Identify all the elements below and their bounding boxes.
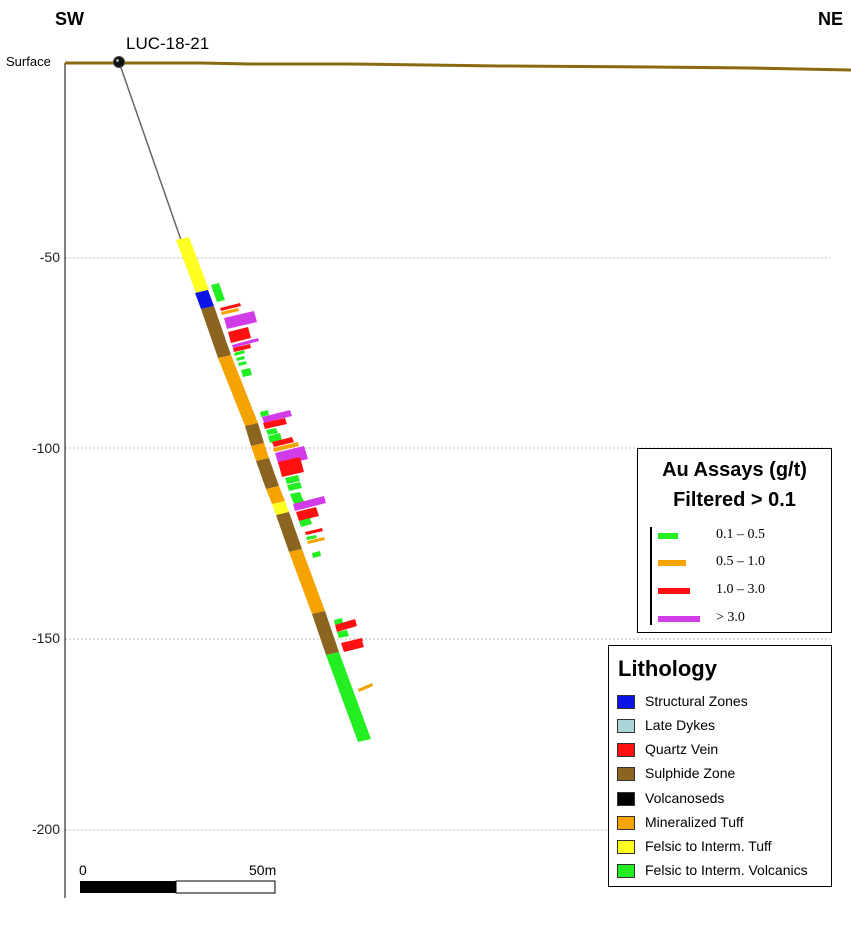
depth-tick-200: -200 bbox=[31, 821, 60, 837]
scale-end-label: 50m bbox=[249, 862, 277, 878]
assay-bar-low bbox=[285, 475, 300, 484]
lithology-legend-item: Felsic to Interm. Volcanics bbox=[617, 862, 827, 882]
lith-segment-felsic-tuff bbox=[272, 501, 289, 515]
lith-swatch-sulphide bbox=[617, 767, 635, 781]
compass-ne-label: NE bbox=[818, 9, 844, 29]
lithology-legend: Lithology Structural Zones Late Dykes Qu… bbox=[608, 645, 832, 887]
lithology-legend-item: Mineralized Tuff bbox=[617, 814, 827, 834]
lith-segment-sulphide-zone bbox=[201, 306, 231, 358]
drill-collar-point bbox=[113, 56, 125, 68]
assay-bar-low bbox=[306, 535, 317, 540]
assay-bar-low bbox=[238, 361, 247, 366]
lithology-legend-item: Volcanoseds bbox=[617, 790, 827, 810]
surface-label: Surface bbox=[6, 54, 51, 69]
assay-bar-very-high bbox=[293, 496, 326, 511]
lith-swatch-structural bbox=[617, 695, 635, 709]
assay-legend-title-line1: Au Assays (g/t) bbox=[662, 459, 807, 481]
assay-bar-very-high bbox=[224, 311, 257, 329]
assay-bar-mid bbox=[307, 537, 325, 544]
assay-swatch-very-high bbox=[658, 616, 700, 622]
assay-bar-mid bbox=[358, 683, 373, 692]
scale-bar-black bbox=[80, 881, 176, 893]
lith-swatch-quartz bbox=[617, 743, 635, 757]
assay-legend-item: > 3.0 bbox=[638, 610, 831, 630]
assay-bar-high bbox=[342, 641, 364, 652]
assay-bar-very-high bbox=[262, 410, 292, 423]
lithology-legend-item: Late Dykes bbox=[617, 717, 827, 737]
assay-bar-high bbox=[233, 344, 251, 352]
assay-bar-high bbox=[335, 619, 357, 632]
assay-bars bbox=[211, 283, 373, 692]
drill-hole-label: LUC-18-21 bbox=[126, 34, 210, 53]
lithology-column bbox=[176, 237, 371, 742]
assay-bar-low bbox=[337, 630, 349, 638]
assay-bar-low bbox=[266, 428, 278, 435]
lith-segment-mineralized-tuff bbox=[251, 443, 269, 461]
scale-bar-white bbox=[175, 880, 276, 894]
compass-sw-label: SW bbox=[55, 9, 84, 29]
lith-swatch-volcanoseds bbox=[617, 792, 635, 806]
lith-segment-mineralized-tuff bbox=[218, 355, 258, 426]
assay-bar-mid bbox=[273, 442, 299, 452]
assay-bar-high bbox=[296, 507, 319, 521]
assay-bar-high bbox=[228, 327, 251, 343]
assay-bar-very-high bbox=[232, 338, 259, 348]
assay-bar-low bbox=[241, 368, 252, 377]
assay-bar-low bbox=[236, 356, 245, 361]
assay-bar-low bbox=[260, 410, 269, 417]
assay-swatch-high bbox=[658, 588, 690, 594]
assay-legend: Au Assays (g/t) Filtered > 0.1 0.1 – 0.5… bbox=[637, 448, 832, 633]
lith-segment-mineralized-tuff bbox=[266, 486, 285, 504]
lith-segment-sulphide-zone bbox=[276, 512, 302, 552]
assay-legend-title-line2: Filtered > 0.1 bbox=[673, 489, 796, 511]
depth-tick-50: -50 bbox=[39, 249, 60, 265]
assay-bar-high bbox=[263, 418, 287, 429]
lithology-legend-title: Lithology bbox=[618, 656, 717, 681]
lith-swatch-mineralized-tuff bbox=[617, 816, 635, 830]
depth-tick-100: -100 bbox=[31, 440, 60, 456]
scale-start-label: 0 bbox=[79, 862, 87, 878]
lith-segment-sulphide-zone bbox=[245, 423, 264, 446]
lithology-legend-item: Quartz Vein bbox=[617, 741, 827, 761]
assay-legend-item: 0.1 – 0.5 bbox=[638, 527, 831, 547]
assay-bar-low bbox=[299, 518, 312, 527]
lithology-legend-item: Felsic to Interm. Tuff bbox=[617, 838, 827, 858]
surface-topography-line bbox=[65, 61, 851, 72]
depth-tick-150: -150 bbox=[31, 630, 60, 646]
assay-legend-axis bbox=[650, 527, 652, 625]
assay-bar-low bbox=[312, 551, 321, 558]
lith-swatch-felsic-tuff bbox=[617, 840, 635, 854]
lith-segment-sulphide-zone bbox=[312, 611, 339, 655]
assay-bar-mid bbox=[221, 308, 239, 315]
assay-swatch-mid bbox=[658, 560, 686, 566]
assay-legend-item: 1.0 – 3.0 bbox=[638, 582, 831, 602]
lithology-legend-item: Sulphide Zone bbox=[617, 765, 827, 785]
assay-bar-high bbox=[305, 528, 323, 535]
assay-bar-low bbox=[287, 482, 302, 491]
drill-trace-line bbox=[118, 61, 182, 241]
lith-segment-felsic-tuff bbox=[176, 237, 209, 293]
assay-bar-high bbox=[272, 437, 294, 447]
assay-bar-low bbox=[290, 492, 304, 504]
assay-bar-high bbox=[341, 638, 363, 646]
lith-swatch-dykes bbox=[617, 719, 635, 733]
assay-bar-low bbox=[234, 350, 245, 356]
lithology-legend-item: Structural Zones bbox=[617, 693, 827, 713]
lith-segment-mineralized-tuff bbox=[289, 549, 325, 614]
assay-bar-low bbox=[334, 618, 343, 625]
assay-swatch-low bbox=[658, 533, 678, 539]
lith-segment-felsic-volcanics bbox=[326, 652, 371, 742]
lith-swatch-felsic-volcanics bbox=[617, 864, 635, 878]
assay-bar-high bbox=[278, 457, 304, 477]
assay-bar-low bbox=[211, 283, 225, 302]
assay-legend-item: 0.5 – 1.0 bbox=[638, 554, 831, 574]
assay-bar-high bbox=[220, 303, 241, 311]
lith-segment-sulphide-zone bbox=[256, 458, 279, 489]
lith-segment-structural-zone bbox=[195, 290, 214, 309]
